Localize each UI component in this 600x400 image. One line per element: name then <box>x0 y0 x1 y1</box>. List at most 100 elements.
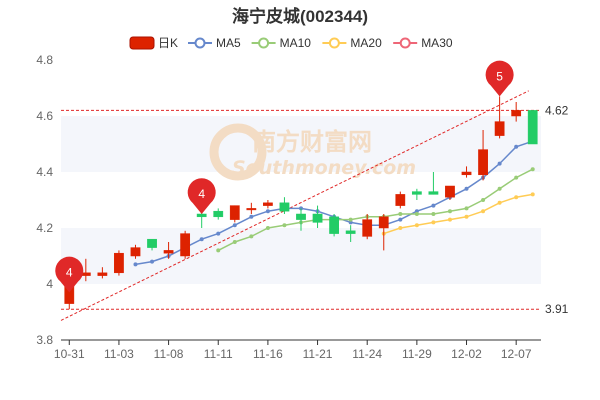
ma20-point <box>414 223 419 228</box>
candle-body-down <box>196 213 207 218</box>
reference-lines: 4.62 3.91 <box>60 90 569 321</box>
candle-body-up <box>130 247 141 257</box>
x-tick-label: 11-11 <box>204 347 233 361</box>
candle <box>114 250 124 276</box>
candle <box>229 205 240 223</box>
chart-title: 海宁皮城(002344) <box>232 6 368 26</box>
ma5-point <box>431 203 436 208</box>
ma10-point <box>348 217 353 222</box>
x-axis-ticks: 10-31 11-03 11-08 11-11 11-16 11-21 11-24 11-29… <box>54 340 532 361</box>
candle <box>163 242 174 259</box>
candle-body-down <box>296 213 306 220</box>
ma10-point <box>216 248 221 253</box>
ma10-point <box>514 175 519 180</box>
y-tick-label: 4.6 <box>36 109 53 123</box>
candle-body-up <box>461 171 472 176</box>
candle-body-up <box>114 252 124 274</box>
candle-body-down <box>527 110 538 145</box>
x-tick-label: 11-08 <box>154 347 184 361</box>
y-tick-label: 4.8 <box>36 53 53 67</box>
legend-marker-icon <box>194 37 206 49</box>
pin-marker-icon <box>485 60 514 97</box>
x-tick-label: 10-31 <box>54 347 85 361</box>
ma20-point <box>464 214 469 219</box>
legend: 日K MA5 MA10 MA20 MA30 <box>129 36 453 50</box>
ma10-point <box>431 212 436 216</box>
ma20-point <box>481 209 486 214</box>
watermark-en: Southmoney.com <box>232 157 416 179</box>
legend-item: MA10 <box>251 36 311 50</box>
candle-body-up <box>163 250 174 254</box>
ma10-point <box>481 198 486 202</box>
watermark: 南方财富网 Southmoney.com <box>209 123 416 181</box>
candle-body-down <box>147 238 157 248</box>
ma10-point <box>464 206 469 211</box>
legend-item: MA5 <box>188 36 241 50</box>
trend-line <box>60 90 529 321</box>
high-price-label: 4.62 <box>545 103 569 117</box>
candle-body-up <box>395 194 406 206</box>
ma5-point <box>232 223 237 228</box>
candle <box>312 205 323 228</box>
y-axis-ticks: 3.8 4 4.2 4.4 4.6 4.8 <box>36 53 53 347</box>
legend-item: MA30 <box>393 36 453 50</box>
ma10-point <box>398 212 403 216</box>
candle <box>428 172 439 195</box>
legend-marker-icon <box>258 37 270 49</box>
ma10-point <box>249 234 254 239</box>
y-tick-label: 4 <box>46 277 53 291</box>
candle <box>296 208 306 231</box>
candles <box>64 96 538 310</box>
candle-body-down <box>428 191 439 195</box>
event-pin: 4 <box>187 178 216 214</box>
candle <box>362 214 373 240</box>
ma10-point <box>265 226 270 230</box>
watermark-cn: 南方财富网 <box>252 128 372 156</box>
y-tick-label: 4.2 <box>36 221 53 235</box>
candle <box>527 110 538 145</box>
candle-body-down <box>213 210 224 218</box>
x-tick-label: 11-03 <box>104 347 134 361</box>
candle-body-down <box>279 202 290 212</box>
ma10-point <box>447 209 452 214</box>
ma10-point <box>530 167 535 172</box>
ma5-point <box>464 186 469 191</box>
ma5-point <box>199 237 204 242</box>
ma5-point <box>216 231 221 236</box>
low-price-label: 3.91 <box>545 302 569 316</box>
ma5-point <box>414 209 419 214</box>
ma5-point <box>514 144 519 149</box>
candle <box>180 230 191 259</box>
x-tick-label: 11-29 <box>402 347 432 361</box>
candle <box>478 130 488 181</box>
grid-band <box>61 228 541 284</box>
candle-body-up <box>246 208 257 211</box>
pin-label: 4 <box>198 187 205 201</box>
candle <box>97 267 108 279</box>
candle-body-down <box>329 216 339 234</box>
y-tick-label: 4.4 <box>36 165 53 179</box>
ma10-point <box>232 240 237 244</box>
ma20-point <box>431 220 436 225</box>
candle <box>147 238 157 251</box>
candle-body-up <box>362 219 373 237</box>
candle-body-down <box>345 230 356 234</box>
candle <box>395 191 406 209</box>
ma5-point <box>249 214 254 219</box>
candle <box>246 202 257 214</box>
x-tick-label: 12-02 <box>451 347 482 361</box>
ma5-point <box>133 262 138 267</box>
ma5-point <box>265 209 270 214</box>
pin-label: 5 <box>496 69 503 83</box>
candle <box>378 214 389 251</box>
ma10-line <box>217 168 534 252</box>
ma5-point <box>497 161 502 166</box>
grid-band <box>61 116 541 172</box>
candle <box>494 96 505 139</box>
candle <box>445 185 455 200</box>
candle <box>263 200 273 209</box>
candle <box>345 225 356 242</box>
ma10-point <box>414 212 419 216</box>
